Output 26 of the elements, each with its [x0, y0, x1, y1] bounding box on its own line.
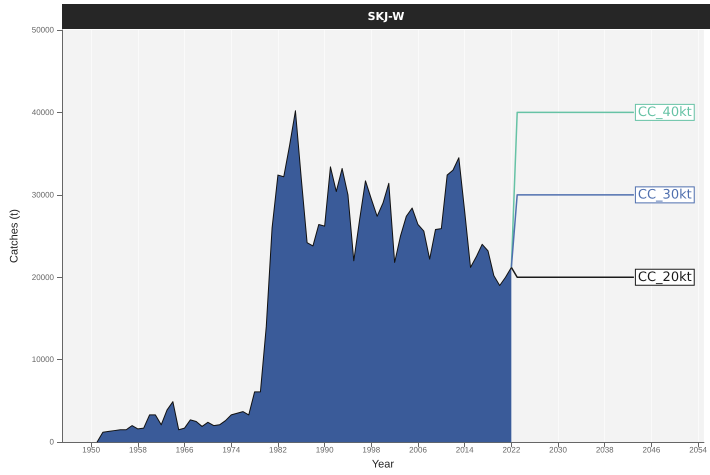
x-tick-label: 1950 — [82, 446, 101, 455]
x-tick-label: 1998 — [362, 446, 381, 455]
x-tick-label: 2014 — [456, 446, 474, 455]
x-tick-label: 2046 — [642, 446, 661, 455]
y-tick-label: 10000 — [32, 355, 55, 364]
y-tick-label: 20000 — [32, 272, 55, 282]
y-axis-title: Catches (t) — [8, 209, 20, 263]
x-tick-label: 1974 — [222, 446, 241, 455]
x-tick-label: 2022 — [502, 446, 521, 455]
x-tick-label: 1958 — [128, 446, 148, 455]
y-tick-label: 40000 — [32, 108, 55, 117]
series-label: CC_40kt — [638, 104, 692, 120]
series-label: CC_20kt — [638, 270, 692, 285]
y-tick-label: 0 — [50, 438, 55, 447]
y-tick-label: 30000 — [32, 190, 55, 200]
y-tick-label: 50000 — [32, 26, 55, 34]
chart-title: SKJ-W — [62, 4, 710, 29]
x-tick-label: 1966 — [176, 446, 194, 455]
x-tick-label: 2006 — [409, 446, 428, 455]
x-tick-label: 2038 — [596, 446, 614, 455]
x-tick-label: 1990 — [316, 446, 334, 455]
x-tick-label: 2054 — [689, 446, 708, 455]
x-axis-title: Year — [372, 458, 394, 470]
series-label: CC_30kt — [638, 187, 692, 202]
x-tick-label: 2030 — [549, 446, 568, 455]
x-tick-label: 1982 — [269, 446, 288, 455]
